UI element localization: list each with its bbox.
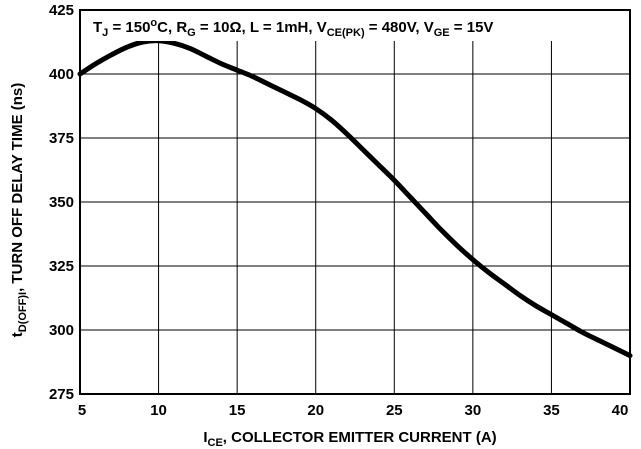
series-line [77,38,633,359]
vge-sub: GE [434,27,450,39]
x-tick-label-40: 40 [612,402,629,419]
conditions-box [82,11,620,41]
vce-value: = 480V, [365,19,424,36]
plot-frame [79,9,631,395]
x-tick-label-35: 35 [543,402,560,419]
vge-symbol: V [424,19,434,36]
vce-sub: CE(PK) [327,27,365,39]
tj-unit: C, [157,19,176,36]
x-axis-sub: CE [208,437,223,449]
y-tick-label-275: 275 [49,386,74,403]
x-tick-label-30: 30 [465,402,482,419]
y-tick-labels: 275 300 325 350 375 400 425 [49,2,74,403]
y-tick-label-375: 375 [49,130,74,147]
y-tick-label-350: 350 [49,194,74,211]
rg-symbol: R [176,19,187,36]
y-tick-label-300: 300 [49,322,74,339]
rg-sub: G [187,27,196,39]
x-axis-text: , COLLECTOR EMITTER CURRENT (A) [223,429,497,446]
x-tick-labels: 5 10 15 20 25 30 35 40 [78,402,629,419]
x-tick-label-25: 25 [386,402,403,419]
conditions-text: TJ = 150oC, RG = 10Ω, L = 1mH, VCE(PK) =… [93,17,493,39]
tj-sub: J [102,27,108,39]
x-axis-symbol: I [203,429,207,446]
tj-value: = 150 [108,19,150,36]
x-tick-label-10: 10 [150,402,167,419]
y-axis-sub: D(OFF)I [17,292,29,332]
grid-lines [80,10,630,394]
y-tick-label-425: 425 [49,2,74,19]
rg-value: = 10Ω, L = 1mH, [196,19,317,36]
y-tick-label-325: 325 [49,258,74,275]
y-tick-label-400: 400 [49,66,74,83]
tj-symbol: T [93,19,102,36]
x-tick-label-15: 15 [229,402,246,419]
y-axis-text: , TURN OFF DELAY TIME (ns) [9,83,26,292]
x-axis-title: ICE, COLLECTOR EMITTER CURRENT (A) [203,429,496,449]
y-axis-symbol: t [9,332,26,337]
vce-symbol: V [317,19,327,36]
vge-value: = 15V [450,19,494,36]
x-tick-label-20: 20 [307,402,324,419]
y-axis-title: tD(OFF)I, TURN OFF DELAY TIME (ns) [9,83,29,338]
tj-degree: o [150,17,157,29]
x-tick-label-5: 5 [78,402,86,419]
